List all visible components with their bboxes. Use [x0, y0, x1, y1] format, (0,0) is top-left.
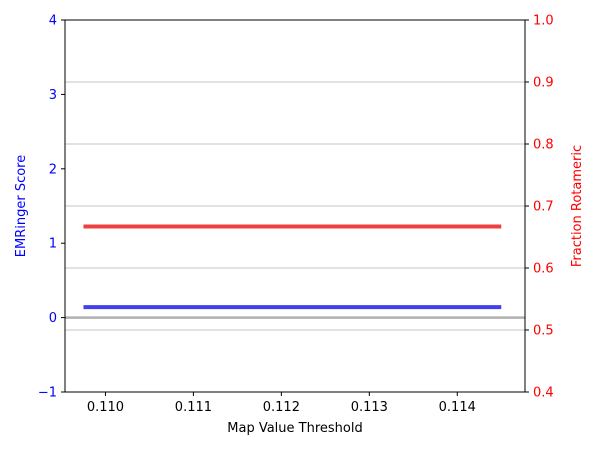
x-axis: 0.110 0.111 0.112 0.113 0.114	[87, 392, 476, 415]
y-left-tick-label: 2	[49, 162, 57, 177]
x-tick-label: 0.110	[87, 400, 124, 415]
y-left-tick-label: −1	[38, 386, 57, 401]
y-right-tick-label: 0.9	[533, 76, 554, 91]
y-right-tick-label: 0.5	[533, 324, 554, 339]
y-axis-left-title: EMRinger Score	[14, 155, 29, 257]
grid-layer	[65, 19, 525, 393]
x-tick-label: 0.114	[439, 400, 476, 415]
y-right-tick-label: 0.4	[533, 386, 554, 401]
y-right-tick-label: 1.0	[533, 14, 554, 29]
y-left-tick-label: 3	[49, 88, 57, 103]
y-axis-left: −1 0 1 2 3 4	[38, 14, 65, 401]
x-tick-label: 0.111	[175, 400, 212, 415]
y-left-tick-label: 1	[49, 237, 57, 252]
y-left-tick-label: 0	[49, 311, 57, 326]
y-right-tick-label: 0.6	[533, 262, 554, 277]
y-left-tick-label: 4	[49, 14, 57, 29]
x-tick-label: 0.112	[263, 400, 300, 415]
y-right-tick-label: 0.7	[533, 200, 554, 215]
x-axis-title: Map Value Threshold	[227, 421, 362, 436]
series-layer	[83, 224, 502, 310]
y-right-tick-label: 0.8	[533, 138, 554, 153]
y-axis-right-title: Fraction Rotameric	[570, 145, 585, 267]
x-tick-label: 0.113	[351, 400, 388, 415]
y-axis-right: 0.4 0.5 0.6 0.7 0.8 0.9 1.0	[525, 14, 554, 401]
